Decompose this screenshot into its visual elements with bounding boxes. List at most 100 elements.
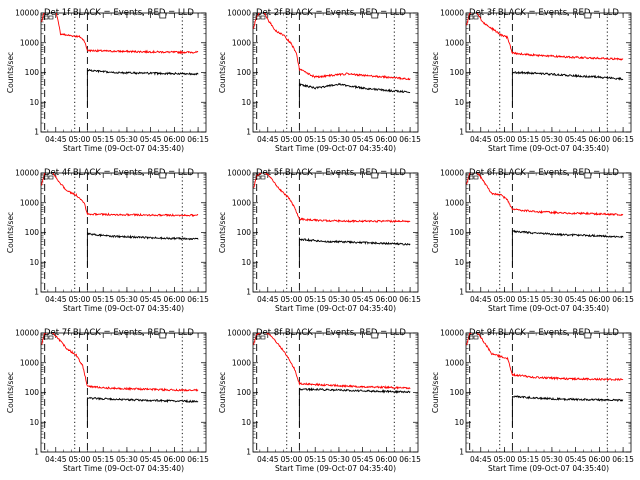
y-tick-label: 10 — [241, 258, 251, 267]
x-tick-label: 05:45 — [352, 455, 374, 464]
panel-det-2: Det 2f BLACK = Events, RED = LLD11010010… — [218, 8, 421, 153]
x-tick-label: 04:45 — [470, 455, 492, 464]
x-tick-label: 05:30 — [541, 295, 563, 304]
y-axis-label: Counts/sec — [218, 52, 227, 93]
y-tick-label: 10000 — [15, 9, 39, 18]
plot-frame — [252, 172, 419, 293]
marker-square-icon — [473, 15, 479, 20]
series-lld-red-line — [253, 333, 411, 390]
x-tick-label: 06:15 — [612, 455, 634, 464]
x-axis-label: Start Time (09-Oct-07 04:35:40) — [63, 304, 184, 313]
x-tick-label: 05:30 — [116, 295, 138, 304]
x-tick-label: 06:15 — [612, 295, 634, 304]
y-tick-label: 10000 — [15, 329, 39, 338]
y-tick-label: 10 — [454, 258, 464, 267]
x-tick-label: 05:00 — [69, 295, 91, 304]
series-lld-red-line — [253, 13, 411, 81]
series-events-black-line — [298, 236, 411, 267]
x-tick-label: 05:15 — [92, 295, 114, 304]
series-lld-red-line — [253, 173, 411, 224]
x-tick-label: 05:30 — [328, 135, 350, 144]
legend-open-square-icon — [159, 332, 167, 339]
marker-square-icon — [255, 335, 261, 340]
legend-open-square-icon — [159, 172, 167, 179]
series-lld-red-line — [41, 173, 199, 218]
marker-square-icon — [255, 175, 261, 180]
y-axis-label: Counts/sec — [218, 212, 227, 253]
plot-frame — [465, 12, 632, 133]
x-tick-label: 05:15 — [304, 455, 326, 464]
x-tick-label: 06:00 — [164, 135, 186, 144]
y-tick-label: 1000 — [445, 38, 464, 47]
marker-square-icon — [43, 175, 49, 180]
y-axis-label: Counts/sec — [431, 52, 440, 93]
x-tick-label: 06:00 — [589, 455, 611, 464]
y-tick-label: 10000 — [15, 169, 39, 178]
series-lld-red-line — [466, 333, 624, 382]
y-tick-label: 1000 — [232, 358, 251, 367]
x-tick-label: 05:00 — [494, 295, 516, 304]
y-tick-label: 100 — [237, 68, 252, 77]
x-tick-label: 05:45 — [140, 455, 162, 464]
series-events-black-line — [298, 82, 411, 107]
panel-det-5: Det 5f BLACK = Events, RED = LLD11010010… — [218, 168, 421, 313]
y-axis-label: Counts/sec — [431, 212, 440, 253]
panel-det-8: Det 8f BLACK = Events, RED = LLD11010010… — [218, 328, 421, 473]
x-axis-label: Start Time (09-Oct-07 04:35:40) — [275, 144, 396, 153]
series-events-black-line — [511, 229, 624, 267]
x-tick-label: 05:15 — [92, 135, 114, 144]
x-axis-label: Start Time (09-Oct-07 04:35:40) — [63, 464, 184, 473]
y-tick-label: 100 — [450, 228, 465, 237]
x-tick-label: 06:15 — [612, 135, 634, 144]
panel-det-6: Det 6f BLACK = Events, RED = LLD11010010… — [431, 168, 634, 313]
series-events-black-line — [86, 231, 199, 267]
y-axis-label: Counts/sec — [6, 52, 15, 93]
y-tick-label: 1000 — [445, 198, 464, 207]
panel-det-1: Det 1f BLACK = Events, RED = LLD11010010… — [6, 8, 209, 153]
x-tick-label: 06:00 — [376, 455, 398, 464]
plot-frame — [252, 332, 419, 453]
x-tick-label: 05:00 — [281, 455, 303, 464]
series-events-black-line — [298, 387, 411, 427]
x-tick-label: 05:30 — [541, 455, 563, 464]
y-tick-label: 10000 — [227, 329, 251, 338]
x-axis-label: Start Time (09-Oct-07 04:35:40) — [488, 304, 609, 313]
series-events-black-line — [86, 396, 199, 427]
y-tick-label: 1000 — [20, 38, 39, 47]
y-tick-label: 10 — [29, 258, 39, 267]
x-tick-label: 05:30 — [116, 455, 138, 464]
x-tick-label: 06:15 — [399, 135, 421, 144]
x-tick-label: 05:45 — [565, 135, 587, 144]
y-tick-label: 1000 — [232, 38, 251, 47]
y-tick-label: 10 — [29, 98, 39, 107]
marker-square-icon — [473, 175, 479, 180]
x-tick-label: 06:00 — [589, 295, 611, 304]
y-tick-label: 1 — [246, 288, 251, 297]
x-tick-label: 05:45 — [565, 455, 587, 464]
y-tick-label: 10000 — [440, 169, 464, 178]
x-tick-label: 04:45 — [470, 295, 492, 304]
y-tick-label: 10 — [241, 418, 251, 427]
x-tick-label: 06:15 — [399, 295, 421, 304]
y-tick-label: 1000 — [445, 358, 464, 367]
x-tick-label: 04:45 — [470, 135, 492, 144]
y-tick-label: 10 — [241, 98, 251, 107]
x-tick-label: 05:30 — [328, 295, 350, 304]
x-axis-label: Start Time (09-Oct-07 04:35:40) — [275, 304, 396, 313]
panel-det-4: Det 4f BLACK = Events, RED = LLD11010010… — [6, 168, 209, 313]
x-tick-label: 06:00 — [589, 135, 611, 144]
plot-frame — [40, 332, 207, 453]
x-tick-label: 04:45 — [257, 455, 279, 464]
y-tick-label: 1 — [34, 288, 39, 297]
panel-det-7: Det 7f BLACK = Events, RED = LLD11010010… — [6, 328, 209, 473]
y-tick-label: 10000 — [440, 329, 464, 338]
x-tick-label: 04:45 — [45, 455, 67, 464]
legend-open-square-icon — [371, 332, 379, 339]
x-tick-label: 05:45 — [352, 295, 374, 304]
y-axis-label: Counts/sec — [218, 372, 227, 413]
x-tick-label: 04:45 — [45, 135, 67, 144]
x-tick-label: 05:45 — [140, 135, 162, 144]
x-tick-label: 05:15 — [92, 455, 114, 464]
x-axis-label: Start Time (09-Oct-07 04:35:40) — [488, 464, 609, 473]
